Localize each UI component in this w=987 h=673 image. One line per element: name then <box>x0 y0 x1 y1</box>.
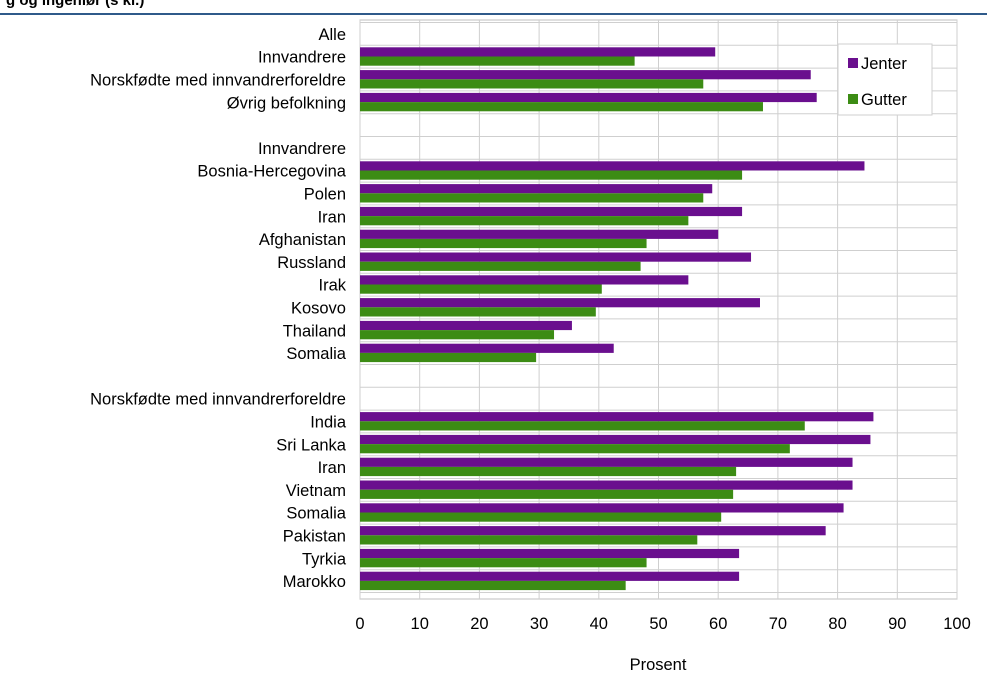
bar-jenter <box>360 252 752 262</box>
bar-gutter <box>360 421 805 431</box>
category-labels: Alle Innvandrere Norskfødte med innvandrer… <box>90 26 347 591</box>
bar-gutter <box>360 170 743 180</box>
group-heading-label: Alle <box>318 26 346 44</box>
category-label: Somalia <box>286 505 346 523</box>
bar-gutter <box>360 535 698 545</box>
bar-jenter <box>360 298 760 308</box>
legend-label-jenter: Jenter <box>861 55 907 73</box>
x-tick-label: 20 <box>470 615 488 633</box>
bar-jenter <box>360 412 874 422</box>
bar-gutter <box>360 284 602 294</box>
category-label: Innvandrere <box>258 49 346 67</box>
bar-gutter <box>360 444 790 454</box>
x-tick-label: 0 <box>355 615 364 633</box>
category-label: Russland <box>277 254 346 272</box>
bar-jenter <box>360 275 689 285</box>
bar-jenter <box>360 480 853 490</box>
bar-jenter <box>360 92 817 103</box>
bar-gutter <box>360 261 641 271</box>
x-tick-label: 10 <box>411 615 429 633</box>
category-label: Irak <box>318 277 346 295</box>
bars <box>360 47 874 591</box>
bar-jenter <box>360 161 865 171</box>
group-heading-label: Norskfødte med innvandrerforeldre <box>90 391 346 409</box>
x-axis-label: Prosent <box>630 656 687 673</box>
bar-gutter <box>360 558 647 568</box>
bar-gutter <box>360 216 689 226</box>
category-label: Thailand <box>283 322 346 340</box>
bar-jenter <box>360 184 713 194</box>
x-tick-label: 60 <box>709 615 727 633</box>
category-label: India <box>310 414 347 432</box>
bar-jenter <box>360 503 844 513</box>
bar-gutter <box>360 352 537 363</box>
x-tick-label: 40 <box>590 615 608 633</box>
bar-jenter <box>360 229 719 239</box>
bar-gutter <box>360 512 722 522</box>
category-label: Somalia <box>286 345 346 363</box>
header-bar: g og ingeniør (s kl.) <box>0 0 987 18</box>
bar-jenter <box>360 526 826 536</box>
legend-swatch-gutter <box>848 94 858 104</box>
x-tick-label: 100 <box>943 615 971 633</box>
bar-gutter <box>360 580 626 591</box>
x-tick-label: 50 <box>649 615 667 633</box>
category-label: Iran <box>318 459 346 477</box>
bar-jenter <box>360 47 716 57</box>
category-label: Marokko <box>283 573 346 591</box>
group-heading-label: Innvandrere <box>258 140 346 158</box>
bar-gutter <box>360 307 596 317</box>
bar-jenter <box>360 343 614 353</box>
header-rule <box>0 13 987 15</box>
bar-gutter <box>360 102 763 112</box>
category-label: Polen <box>304 186 346 204</box>
category-label: Norskfødte med innvandrerforeldre <box>90 72 346 90</box>
bar-jenter <box>360 434 871 445</box>
bar-gutter <box>360 466 737 477</box>
category-label: Vietnam <box>286 482 346 500</box>
category-label: Pakistan <box>283 528 346 546</box>
bar-gutter <box>360 56 635 66</box>
category-label: Øvrig befolkning <box>227 94 346 112</box>
x-tick-label: 80 <box>828 615 846 633</box>
bar-jenter <box>360 571 740 581</box>
x-tick-label: 30 <box>530 615 548 633</box>
category-label: Bosnia-Hercegovina <box>197 163 346 181</box>
category-label: Sri Lanka <box>276 436 347 454</box>
bar-gutter <box>360 238 647 249</box>
bar-gutter <box>360 79 704 89</box>
bar-jenter <box>360 206 743 217</box>
legend-swatch-jenter <box>848 58 858 68</box>
category-label: Afghanistan <box>259 231 346 249</box>
bar-gutter <box>360 193 704 203</box>
x-tick-label: 90 <box>888 615 906 633</box>
bar-gutter <box>360 489 734 499</box>
bar-jenter <box>360 457 853 467</box>
legend: Jenter Gutter <box>837 43 933 116</box>
bar-jenter <box>360 548 740 559</box>
legend-label-gutter: Gutter <box>861 91 907 109</box>
category-label: Kosovo <box>291 300 346 318</box>
bar-jenter <box>360 320 572 331</box>
chart-title-fragment: g og ingeniør (s kl.) <box>6 0 145 9</box>
x-tick-labels: 0 10 20 30 40 50 60 70 80 90 100 <box>355 615 970 633</box>
category-label: Iran <box>318 208 346 226</box>
bar-jenter <box>360 70 811 80</box>
bar-gutter <box>360 330 555 340</box>
x-tick-label: 70 <box>769 615 787 633</box>
category-label: Tyrkia <box>302 550 347 568</box>
